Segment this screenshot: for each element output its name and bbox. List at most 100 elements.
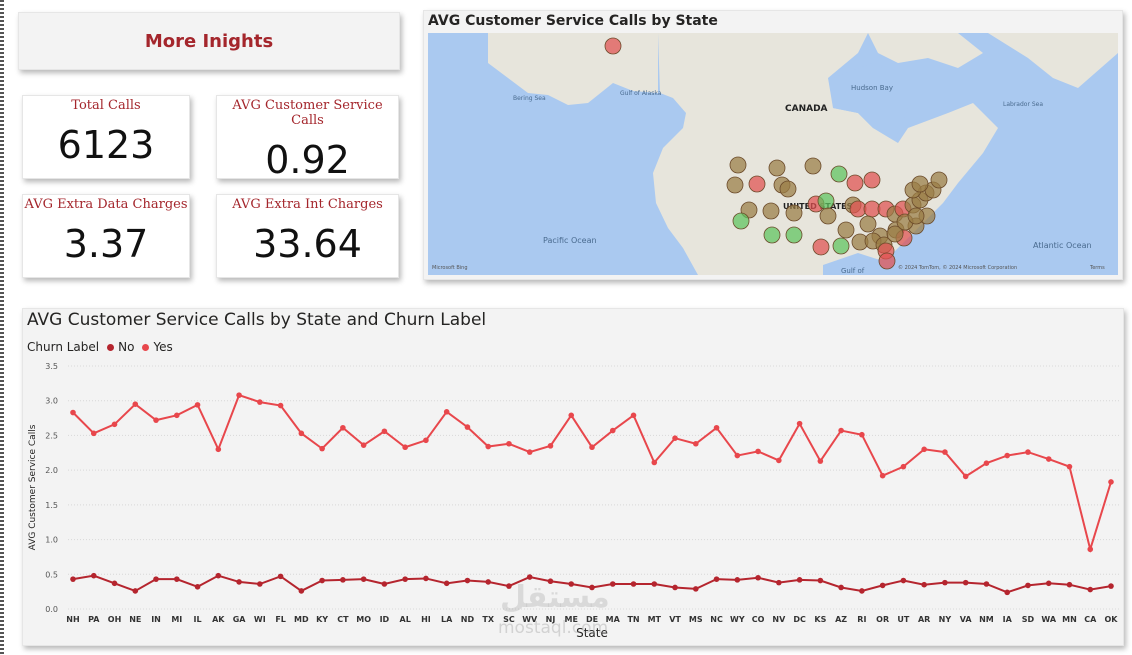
data-point-no[interactable]: [90, 572, 97, 579]
map-bubble[interactable]: [863, 171, 881, 189]
data-point-no[interactable]: [776, 579, 782, 586]
legend-no-label[interactable]: No: [118, 340, 135, 354]
bubble-map[interactable]: Bering Sea Gulf of Alaska CANADA Hudson …: [428, 33, 1118, 275]
map-bubble[interactable]: [930, 171, 948, 189]
data-point-yes[interactable]: [215, 446, 222, 453]
map-bubble[interactable]: [837, 221, 855, 239]
data-point-no[interactable]: [838, 584, 844, 591]
data-point-no[interactable]: [506, 583, 512, 589]
data-point-no[interactable]: [111, 580, 118, 587]
data-point-yes[interactable]: [132, 401, 139, 407]
data-point-yes[interactable]: [485, 443, 492, 450]
data-point-yes[interactable]: [506, 440, 512, 447]
map-bubble[interactable]: [812, 238, 830, 256]
map-bubbles[interactable]: [604, 37, 948, 270]
data-point-yes[interactable]: [464, 424, 471, 430]
data-point-yes[interactable]: [983, 460, 990, 466]
data-point-no[interactable]: [485, 579, 492, 585]
data-point-no[interactable]: [879, 582, 886, 589]
data-point-no[interactable]: [713, 576, 720, 582]
map-bubble[interactable]: [911, 175, 929, 193]
data-point-yes[interactable]: [90, 430, 97, 437]
data-point-yes[interactable]: [651, 459, 658, 466]
data-point-yes[interactable]: [360, 442, 367, 448]
data-point-yes[interactable]: [630, 412, 637, 419]
map-bubble[interactable]: [830, 165, 848, 183]
map-bubble[interactable]: [785, 204, 803, 222]
data-point-yes[interactable]: [153, 417, 159, 423]
map-bubble[interactable]: [819, 207, 837, 225]
map-bubble[interactable]: [726, 176, 744, 194]
data-point-yes[interactable]: [402, 444, 408, 451]
data-point-no[interactable]: [609, 581, 616, 587]
map-bubble[interactable]: [804, 157, 822, 175]
data-point-yes[interactable]: [693, 440, 699, 447]
data-point-no[interactable]: [153, 576, 159, 582]
data-point-no[interactable]: [215, 572, 222, 579]
data-point-no[interactable]: [921, 581, 927, 588]
data-point-no[interactable]: [174, 576, 180, 582]
data-point-no[interactable]: [547, 578, 554, 585]
data-point-no[interactable]: [1025, 582, 1031, 589]
map-bubble[interactable]: [729, 156, 747, 174]
data-point-yes[interactable]: [1087, 546, 1094, 553]
map-bubble[interactable]: [763, 226, 781, 244]
legend-yes-label[interactable]: Yes: [153, 340, 173, 354]
data-point-no[interactable]: [651, 581, 658, 587]
data-point-no[interactable]: [734, 577, 741, 583]
map-bubble[interactable]: [817, 192, 835, 210]
data-point-yes[interactable]: [1025, 449, 1031, 455]
data-point-yes[interactable]: [1108, 479, 1114, 485]
data-point-yes[interactable]: [257, 399, 263, 405]
data-point-no[interactable]: [900, 577, 907, 584]
data-point-no[interactable]: [340, 577, 346, 583]
map-bubble[interactable]: [762, 202, 780, 220]
data-point-yes[interactable]: [194, 402, 201, 408]
more-insights-button[interactable]: More Inights: [18, 12, 400, 70]
data-point-no[interactable]: [257, 581, 263, 587]
data-point-yes[interactable]: [236, 392, 242, 398]
line-chart[interactable]: 0.0 0.5 1.0 1.5 2.0 2.5 3.0 3.5 NH PA OH NE IN MI IL AK…: [23, 309, 1123, 645]
data-point-no[interactable]: [526, 574, 533, 580]
data-point-yes[interactable]: [423, 437, 429, 444]
data-point-no[interactable]: [194, 583, 201, 590]
data-point-no[interactable]: [464, 577, 471, 584]
data-point-yes[interactable]: [319, 445, 325, 452]
data-point-yes[interactable]: [381, 428, 388, 435]
data-point-no[interactable]: [568, 581, 575, 587]
data-point-yes[interactable]: [755, 448, 761, 455]
data-point-no[interactable]: [983, 581, 990, 587]
data-point-yes[interactable]: [340, 424, 346, 431]
data-point-no[interactable]: [132, 588, 139, 594]
map-bubble[interactable]: [785, 226, 803, 244]
series-line-yes[interactable]: [72, 393, 1112, 554]
map-bubble[interactable]: [779, 180, 797, 198]
data-point-no[interactable]: [942, 579, 948, 586]
data-point-no[interactable]: [962, 579, 969, 586]
data-point-yes[interactable]: [1004, 452, 1010, 459]
data-point-yes[interactable]: [298, 430, 305, 437]
map-bubble[interactable]: [907, 207, 925, 225]
map-bubble[interactable]: [849, 200, 867, 218]
data-point-yes[interactable]: [1066, 463, 1073, 470]
line-chart-visual[interactable]: AVG Customer Service Calls by State and …: [22, 308, 1124, 646]
map-bubble[interactable]: [768, 159, 786, 177]
data-point-no[interactable]: [298, 588, 305, 594]
data-point-yes[interactable]: [609, 427, 616, 434]
data-point-yes[interactable]: [796, 420, 803, 427]
data-point-yes[interactable]: [817, 458, 824, 464]
map-bubble[interactable]: [832, 237, 850, 255]
data-point-no[interactable]: [672, 584, 678, 591]
data-point-no[interactable]: [1045, 580, 1052, 587]
data-point-no[interactable]: [817, 577, 824, 584]
data-point-yes[interactable]: [713, 424, 720, 431]
data-point-no[interactable]: [443, 580, 450, 587]
map-bubble[interactable]: [732, 212, 750, 230]
data-point-yes[interactable]: [776, 457, 782, 464]
data-point-no[interactable]: [1066, 581, 1073, 588]
data-point-no[interactable]: [319, 577, 325, 584]
data-point-no[interactable]: [1087, 586, 1094, 593]
map-bubble[interactable]: [748, 175, 766, 193]
data-point-yes[interactable]: [111, 421, 118, 428]
data-point-yes[interactable]: [589, 444, 595, 451]
